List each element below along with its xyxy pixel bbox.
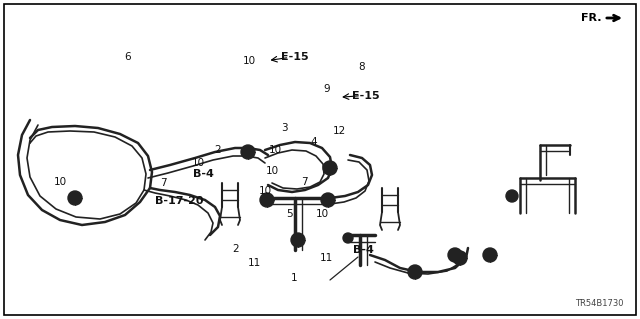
- Text: 2: 2: [232, 244, 239, 254]
- Circle shape: [506, 190, 518, 202]
- Text: 5: 5: [287, 209, 293, 219]
- Text: B-4: B-4: [193, 169, 214, 179]
- Text: B-4: B-4: [353, 245, 374, 256]
- Text: 3: 3: [282, 122, 288, 133]
- Text: B-17-20: B-17-20: [155, 196, 204, 206]
- Text: 10: 10: [192, 158, 205, 168]
- Text: 2: 2: [214, 145, 221, 155]
- Text: TR54B1730: TR54B1730: [575, 299, 624, 308]
- Text: 11: 11: [248, 258, 261, 268]
- Text: 12: 12: [333, 126, 346, 136]
- Circle shape: [483, 248, 497, 262]
- Text: 11: 11: [320, 253, 333, 263]
- Text: E-15: E-15: [352, 91, 380, 101]
- Text: 10: 10: [316, 209, 328, 219]
- Circle shape: [321, 193, 335, 207]
- Text: 4: 4: [310, 137, 317, 147]
- Circle shape: [408, 265, 422, 279]
- Text: 10: 10: [269, 145, 282, 155]
- Text: 8: 8: [358, 62, 365, 72]
- Circle shape: [323, 161, 337, 175]
- Circle shape: [453, 251, 467, 265]
- Text: 6: 6: [125, 52, 131, 63]
- Circle shape: [241, 145, 255, 159]
- Circle shape: [448, 248, 462, 262]
- Text: 10: 10: [259, 186, 272, 197]
- Text: 1: 1: [291, 272, 298, 283]
- Text: 7: 7: [301, 177, 307, 187]
- Text: E-15: E-15: [280, 52, 308, 63]
- Circle shape: [343, 233, 353, 243]
- Text: 10: 10: [266, 166, 278, 176]
- Text: FR.: FR.: [582, 13, 602, 23]
- Circle shape: [68, 191, 82, 205]
- Text: 7: 7: [160, 178, 166, 189]
- Text: 10: 10: [243, 56, 256, 66]
- Text: 9: 9: [323, 84, 330, 94]
- Circle shape: [291, 233, 305, 247]
- Text: 10: 10: [54, 177, 67, 187]
- Circle shape: [260, 193, 274, 207]
